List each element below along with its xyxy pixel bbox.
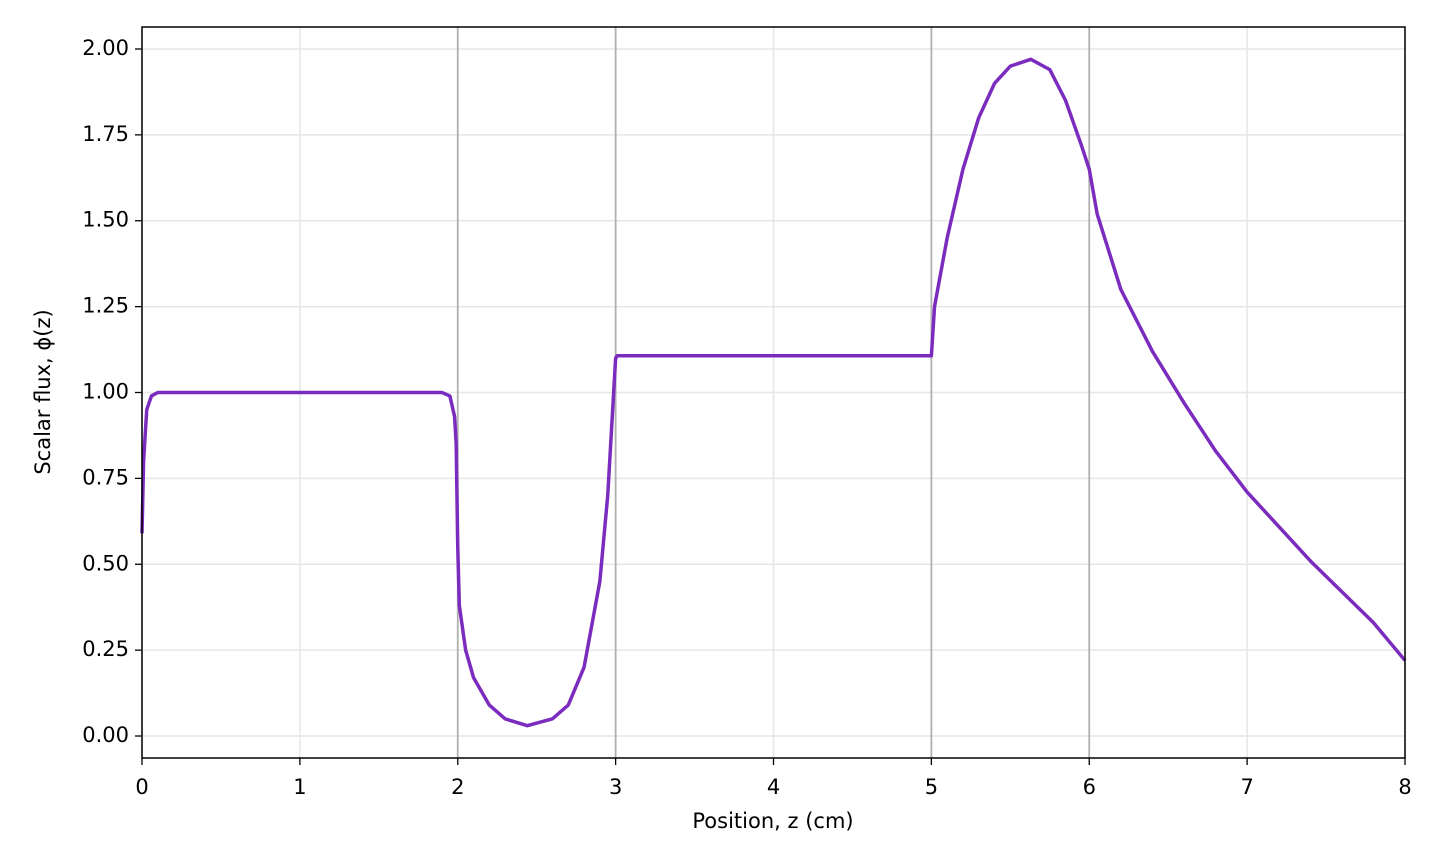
x-tick-label: 0 (135, 775, 148, 799)
x-tick-label: 2 (451, 775, 464, 799)
y-tick-label: 0.75 (82, 465, 129, 489)
x-tick-label: 1 (293, 775, 306, 799)
x-axis-title: Position, z (cm) (692, 809, 853, 833)
y-tick-label: 0.25 (82, 637, 129, 661)
x-tick-label: 3 (609, 775, 622, 799)
plot-frame (141, 26, 1406, 759)
y-tick-label: 2.00 (82, 36, 129, 60)
y-tick-label: 1.75 (82, 122, 129, 146)
y-tick-label: 1.00 (82, 380, 129, 404)
x-tick-label: 6 (1083, 775, 1096, 799)
data-line (140, 57, 1407, 728)
y-tick-label: 1.50 (82, 208, 129, 232)
x-tick-label: 5 (925, 775, 938, 799)
y-tick-label: 0.50 (82, 551, 129, 575)
x-tick-label: 8 (1398, 775, 1411, 799)
x-tick-label: 4 (767, 775, 780, 799)
y-tick-label: 1.25 (82, 294, 129, 318)
x-tick-label: 7 (1240, 775, 1253, 799)
y-axis-title: Scalar flux, ϕ(z) (31, 309, 55, 474)
y-tick-label: 0.00 (82, 723, 129, 747)
